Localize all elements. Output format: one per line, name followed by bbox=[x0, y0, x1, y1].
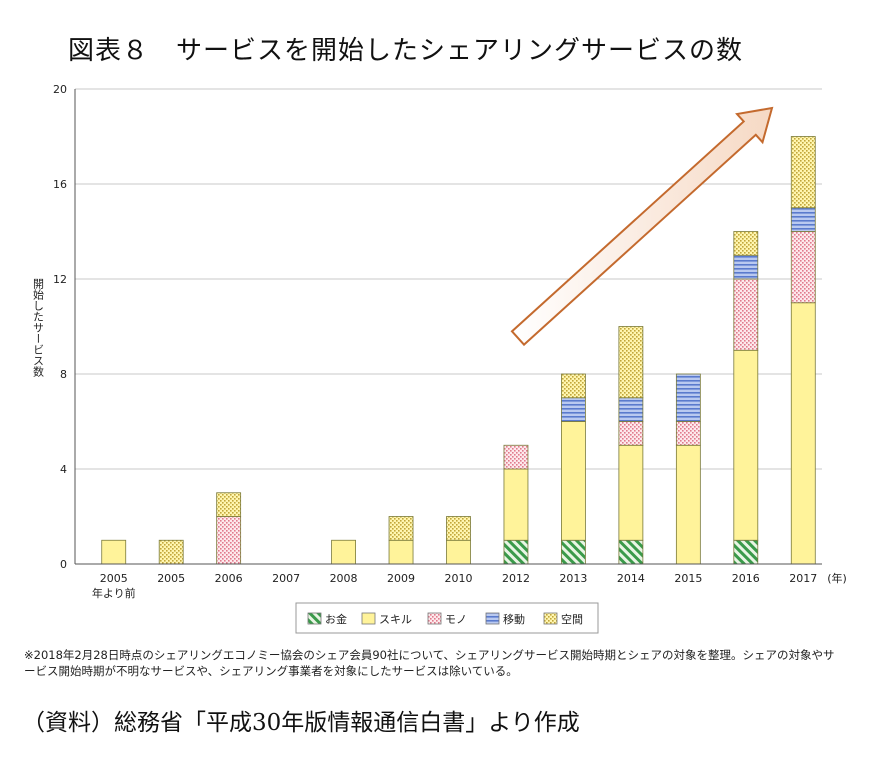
bar-segment-移動 bbox=[790, 207, 816, 232]
bar-segment-スキル bbox=[675, 444, 701, 565]
axes bbox=[74, 89, 822, 565]
bar-segment-スキル bbox=[331, 539, 356, 565]
bar-segment-空間 bbox=[790, 136, 816, 209]
bar-segment-空間 bbox=[733, 231, 759, 256]
y-tick-label: 16 bbox=[53, 178, 67, 191]
legend-label: 移動 bbox=[503, 612, 525, 626]
legend-swatch bbox=[307, 612, 322, 625]
legend-swatch bbox=[361, 612, 376, 625]
bar-segment-モノ bbox=[216, 516, 242, 565]
x-tick-label: 2012 bbox=[502, 572, 530, 585]
x-tick-label: 2007 bbox=[272, 572, 300, 585]
bar-segment-スキル bbox=[101, 539, 127, 565]
bar-segment-空間 bbox=[446, 516, 471, 541]
bar-segment-モノ bbox=[503, 444, 529, 470]
bar-segment-モノ bbox=[733, 278, 759, 351]
x-tick-label: 2009 bbox=[387, 572, 415, 585]
bar-segment-モノ bbox=[675, 421, 701, 446]
legend-swatch bbox=[543, 612, 558, 625]
x-tick-label: 2008 bbox=[330, 572, 358, 585]
x-tick-label: 2016 bbox=[732, 572, 760, 585]
bar-segment-空間 bbox=[158, 539, 184, 565]
trend-arrow-shape bbox=[510, 106, 774, 347]
trend-arrow-icon bbox=[510, 106, 774, 347]
x-tick-label: 2005 bbox=[157, 572, 185, 585]
legend-label: 空間 bbox=[561, 612, 583, 626]
legend-swatch bbox=[485, 612, 500, 625]
footnote: ※2018年2月28日時点のシェアリングエコノミー協会のシェア会員90社について… bbox=[24, 648, 835, 678]
bar-segment-空間 bbox=[388, 516, 414, 541]
x-tick-label: 2013 bbox=[559, 572, 587, 585]
bar-segment-お金 bbox=[733, 539, 759, 565]
legend: お金 スキル モノ 移動 空間 bbox=[295, 602, 599, 634]
bar-segment-空間 bbox=[216, 492, 242, 517]
legend-label: スキル bbox=[379, 613, 412, 626]
y-tick-label: 12 bbox=[53, 273, 67, 286]
bar-segment-スキル bbox=[733, 349, 759, 541]
bar-segment-スキル bbox=[618, 444, 644, 541]
bar-segment-移動 bbox=[561, 397, 586, 422]
x-tick-label: 2010 bbox=[445, 572, 473, 585]
x-axis-unit: (年) bbox=[827, 571, 847, 585]
y-tick-label: 0 bbox=[60, 558, 67, 571]
x-tick-label: 年より前 bbox=[92, 586, 136, 600]
bar-segment-スキル bbox=[790, 302, 816, 565]
legend-swatch bbox=[427, 612, 442, 625]
y-axis-label: 開始したサービス数 bbox=[32, 278, 45, 378]
bar-segment-スキル bbox=[503, 468, 529, 541]
y-tick-label: 4 bbox=[60, 463, 67, 476]
x-tick-label: 2017 bbox=[789, 572, 817, 585]
bar-segment-移動 bbox=[618, 397, 644, 422]
x-tick-label: 2015 bbox=[674, 572, 702, 585]
bar-segment-お金 bbox=[618, 539, 644, 565]
chart-title: 図表８ サービスを開始したシェアリングサービスの数 bbox=[68, 36, 744, 66]
legend-label: モノ bbox=[445, 613, 467, 626]
source-note: （資料）総務省「平成30年版情報通信白書」より作成 bbox=[22, 710, 580, 736]
x-tick-label: 2005 bbox=[100, 572, 128, 585]
y-tick-label: 8 bbox=[60, 368, 67, 381]
x-tick-label: 2006 bbox=[215, 572, 243, 585]
grid-lines bbox=[75, 88, 822, 470]
y-axis-ticks: 0 4 8 12 16 20 bbox=[53, 83, 67, 571]
bars bbox=[101, 136, 816, 565]
y-tick-label: 20 bbox=[53, 83, 67, 96]
bar-segment-移動 bbox=[733, 254, 759, 280]
bar-segment-空間 bbox=[618, 326, 644, 399]
bar-segment-移動 bbox=[675, 373, 701, 422]
bar-segment-スキル bbox=[388, 539, 414, 565]
bar-segment-空間 bbox=[561, 373, 586, 399]
bar-segment-スキル bbox=[446, 539, 471, 565]
bar-segment-お金 bbox=[503, 539, 529, 565]
bar-segment-モノ bbox=[790, 231, 816, 304]
bar-segment-スキル bbox=[561, 421, 586, 541]
bar-segment-お金 bbox=[561, 539, 586, 565]
bar-segment-モノ bbox=[618, 421, 644, 446]
x-tick-label: 2014 bbox=[617, 572, 645, 585]
y-axis-title: 開始したサービス数 bbox=[32, 278, 45, 378]
legend-label: お金 bbox=[325, 612, 347, 626]
